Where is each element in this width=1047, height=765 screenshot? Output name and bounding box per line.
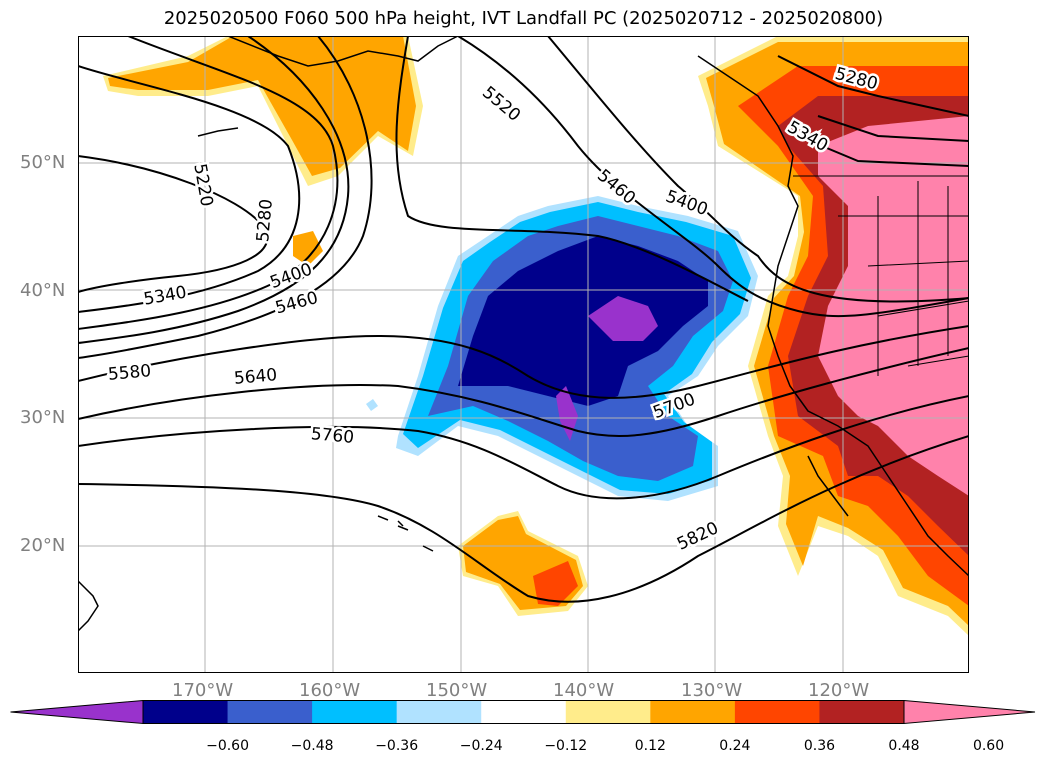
contour-label: 5760: [310, 424, 355, 448]
contour-label: 5580: [107, 361, 152, 385]
map-plot: 5220 5280 5340 5400 5460 5520 5580 5640 …: [78, 36, 969, 673]
colorbar-tick-label: 0.60: [972, 738, 1005, 754]
lon-label: 160°W: [299, 680, 361, 701]
colorbar-cell: [227, 700, 313, 724]
colorbar-tick-label: −0.36: [375, 738, 419, 754]
colorbar-cell: [565, 700, 651, 724]
colorbar-tick-label: 0.36: [803, 738, 836, 754]
colorbar-cell: [396, 700, 482, 724]
lat-label: 50°N: [20, 152, 66, 173]
map-title: 2025020500 F060 500 hPa height, IVT Land…: [163, 8, 884, 29]
colorbar-cell: [734, 700, 820, 724]
colorbar-cell: [312, 700, 398, 724]
negative-anomaly-pacific: [366, 196, 758, 501]
contour-label: 5280: [253, 198, 277, 243]
gridlines: [78, 36, 969, 673]
lon-label: 120°W: [808, 680, 870, 701]
colorbar-tick-label: −0.24: [459, 738, 503, 754]
colorbar-extend-low: [10, 700, 143, 724]
colorbar-cell: [481, 700, 567, 724]
coastlines: [78, 36, 969, 632]
positive-anomaly-hawaii: [458, 511, 588, 616]
lon-label: 150°W: [426, 680, 488, 701]
colorbar-tick-label: −0.48: [290, 738, 334, 754]
positive-anomaly-coast: [698, 36, 969, 636]
boundaries: [793, 175, 969, 376]
colorbar-tick-label: −0.12: [544, 738, 588, 754]
lat-label: 40°N: [20, 280, 66, 301]
colorbar-tick-label: 0.12: [634, 738, 666, 754]
colorbar-cell: [143, 700, 229, 724]
colorbar-cell: [650, 700, 736, 724]
lon-label: 140°W: [553, 680, 615, 701]
lon-label: 130°W: [681, 680, 743, 701]
lon-label: 170°W: [172, 680, 234, 701]
colorbar-extend-high: [904, 700, 1035, 724]
colorbar-tick-label: −0.60: [206, 738, 249, 754]
colorbar-cells: [10, 700, 1035, 724]
height-contours: [78, 36, 969, 603]
colorbar-tick-label: 0.24: [719, 738, 751, 754]
colorbar-tick-label: 0.48: [888, 738, 920, 754]
lat-label: 30°N: [20, 407, 66, 428]
contour-label: 5640: [233, 365, 278, 389]
colorbar: [10, 700, 1036, 725]
colorbar-cell: [819, 700, 905, 724]
lat-label: 20°N: [20, 535, 66, 556]
